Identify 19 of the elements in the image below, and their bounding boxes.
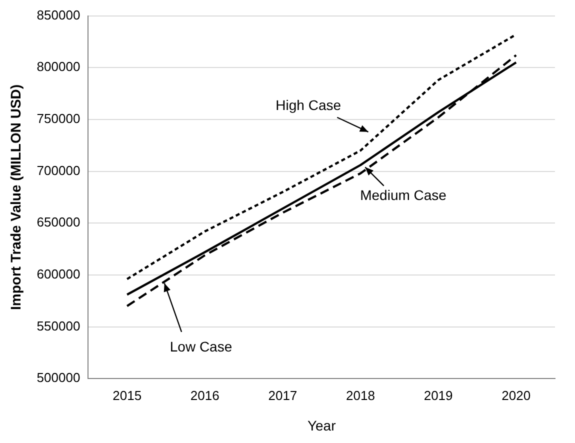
y-tick-label: 800000	[36, 59, 80, 74]
y-tick-label: 850000	[36, 7, 80, 22]
x-tick-label: 2016	[190, 388, 220, 403]
legend-label: Medium Case	[360, 187, 447, 204]
text: Low Case	[170, 338, 232, 354]
x-tick-label: 2015	[112, 388, 142, 403]
x-tick-label: 2017	[268, 388, 298, 403]
y-tick-label: 600000	[36, 266, 80, 282]
text: High Case	[276, 96, 342, 113]
y-tick-label: 700000	[36, 162, 80, 178]
x-tick-label: 2020	[502, 388, 531, 403]
y-tick-label: 650000	[36, 214, 80, 230]
x-axis-title: Year	[307, 417, 336, 434]
y-tick-label: 750000	[36, 111, 80, 126]
y-axis-title: Import Trade Value (MILLON USD)	[7, 84, 24, 310]
x-tick-label: 2019	[424, 388, 453, 403]
x-tick-label: 2018	[346, 388, 375, 403]
y-tick-label: 550000	[36, 318, 80, 334]
y-tick-label: 500000	[36, 370, 80, 386]
